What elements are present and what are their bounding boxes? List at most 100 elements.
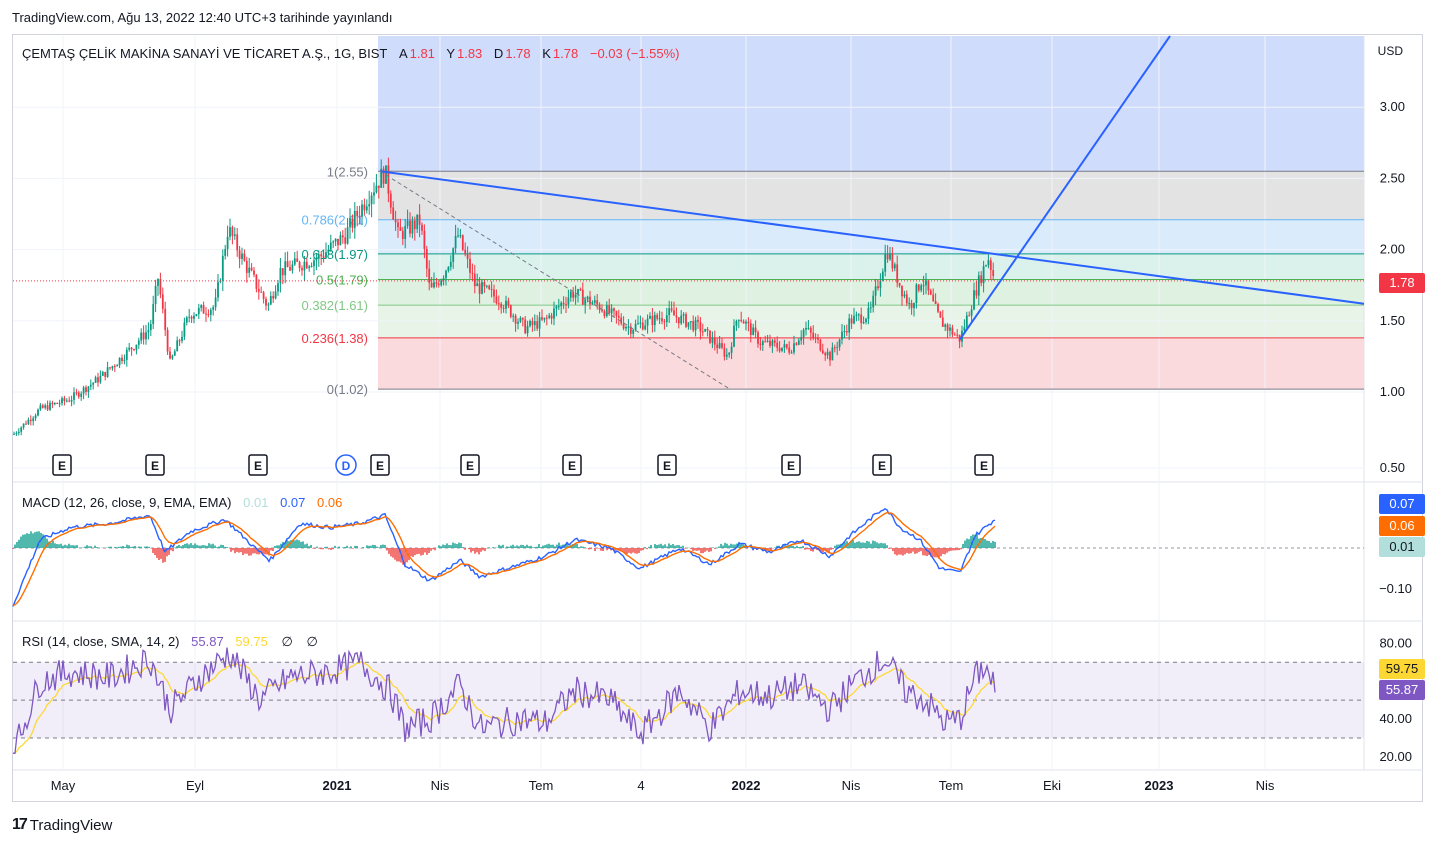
candle-body bbox=[310, 266, 313, 268]
candle-body bbox=[877, 286, 879, 289]
fib-level-label: 1(2.55) bbox=[327, 164, 368, 179]
macd-histogram-bar bbox=[870, 543, 872, 548]
change-value: −0.03 (−1.55%) bbox=[589, 46, 680, 61]
macd-histogram-bar bbox=[426, 548, 428, 555]
candle-body bbox=[142, 332, 145, 340]
macd-histogram-bar bbox=[418, 548, 420, 554]
candle-body bbox=[685, 314, 687, 327]
candle-body bbox=[476, 283, 479, 287]
macd-histogram-bar bbox=[50, 542, 52, 548]
candle-body bbox=[269, 295, 272, 305]
macd-histogram-bar bbox=[944, 548, 946, 555]
time-axis-label: Eki bbox=[1043, 778, 1061, 793]
candle-body bbox=[123, 359, 126, 362]
candle-body bbox=[392, 207, 395, 220]
candle-body bbox=[121, 357, 123, 362]
candle-body bbox=[493, 289, 495, 297]
macd-histogram-bar bbox=[14, 544, 16, 548]
candle-body bbox=[673, 310, 675, 316]
time-axis-label: May bbox=[51, 778, 76, 793]
macd-histogram-bar bbox=[374, 545, 376, 548]
macd-histogram-bar bbox=[576, 543, 578, 548]
candle-body bbox=[555, 306, 558, 309]
macd-histogram-bar bbox=[270, 548, 272, 551]
macd-histogram-bar bbox=[226, 547, 228, 548]
candle-body bbox=[89, 384, 92, 387]
candle-body bbox=[716, 344, 719, 349]
macd-histogram-bar bbox=[506, 546, 508, 548]
candle-body bbox=[361, 204, 363, 217]
chart-frame bbox=[12, 34, 1423, 802]
candle-body bbox=[238, 250, 241, 259]
high-value: 1.83 bbox=[456, 46, 483, 61]
candle-body bbox=[241, 253, 243, 259]
candle-body bbox=[985, 265, 987, 267]
macd-histogram-bar bbox=[36, 531, 38, 548]
candle-body bbox=[317, 254, 320, 259]
macd-histogram-bar bbox=[406, 548, 408, 563]
macd-histogram-bar bbox=[380, 545, 382, 548]
candle-body bbox=[344, 237, 347, 244]
macd-histogram-bar bbox=[324, 546, 326, 548]
candle-body bbox=[680, 315, 683, 324]
macd-histogram-bar bbox=[440, 546, 442, 548]
candle-body bbox=[569, 291, 572, 298]
macd-histogram-bar bbox=[776, 545, 778, 548]
candle-body bbox=[766, 340, 769, 342]
candle-body bbox=[358, 216, 361, 218]
candle-body bbox=[457, 235, 459, 237]
macd-histogram-bar bbox=[16, 541, 18, 548]
macd-histogram-bar bbox=[218, 546, 220, 548]
macd-histogram-bar bbox=[192, 545, 194, 548]
macd-histogram-bar bbox=[346, 545, 348, 548]
macd-histogram-bar bbox=[388, 548, 390, 554]
macd-histogram-bar bbox=[950, 548, 952, 551]
candle-body bbox=[874, 286, 877, 296]
macd-histogram-bar bbox=[630, 548, 632, 554]
time-axis-label: Tem bbox=[529, 778, 554, 793]
candle-body bbox=[658, 318, 661, 320]
macd-histogram-bar bbox=[96, 547, 98, 548]
macd-histogram-bar bbox=[650, 544, 652, 548]
candle-body bbox=[406, 220, 409, 226]
macd-histogram-bar bbox=[472, 548, 474, 551]
candle-body bbox=[538, 317, 541, 329]
candle-body bbox=[301, 268, 303, 271]
candle-body bbox=[399, 227, 402, 231]
macd-histogram-bar bbox=[888, 548, 890, 549]
time-axis-label: Nis bbox=[431, 778, 450, 793]
macd-histogram-bar bbox=[522, 544, 524, 548]
macd-histogram-bar bbox=[38, 531, 40, 548]
macd-histogram-bar bbox=[520, 544, 522, 548]
candle-body bbox=[125, 349, 128, 360]
candle-body bbox=[320, 254, 323, 257]
macd-histogram-bar bbox=[386, 548, 388, 551]
macd-histogram-bar bbox=[260, 548, 262, 554]
candle-body bbox=[341, 235, 344, 238]
candle-body bbox=[337, 238, 339, 246]
price-axis-label: 3.00 bbox=[1380, 99, 1405, 114]
macd-histogram-bar bbox=[532, 547, 534, 548]
candle-body bbox=[577, 289, 579, 295]
candle-body bbox=[541, 317, 543, 320]
low-value: 1.78 bbox=[505, 46, 531, 61]
macd-histogram-bar bbox=[954, 548, 956, 551]
candle-body bbox=[447, 266, 450, 271]
candle-body bbox=[435, 282, 438, 284]
macd-histogram-bar bbox=[146, 546, 148, 548]
macd-histogram-bar bbox=[144, 546, 146, 548]
candle-body bbox=[939, 311, 942, 318]
candle-body bbox=[826, 351, 829, 356]
macd-histogram-bar bbox=[856, 541, 858, 548]
candle-body bbox=[769, 340, 771, 346]
macd-histogram-bar bbox=[22, 534, 24, 548]
tradingview-logo[interactable]: 17 TradingView bbox=[12, 816, 112, 834]
macd-histogram-bar bbox=[698, 548, 700, 551]
candle-body bbox=[850, 318, 853, 324]
candle-body bbox=[584, 299, 587, 305]
candle-body bbox=[137, 340, 140, 345]
time-axis-label: Eyl bbox=[186, 778, 204, 793]
macd-histogram-bar bbox=[814, 548, 816, 550]
macd-histogram-bar bbox=[326, 546, 328, 548]
